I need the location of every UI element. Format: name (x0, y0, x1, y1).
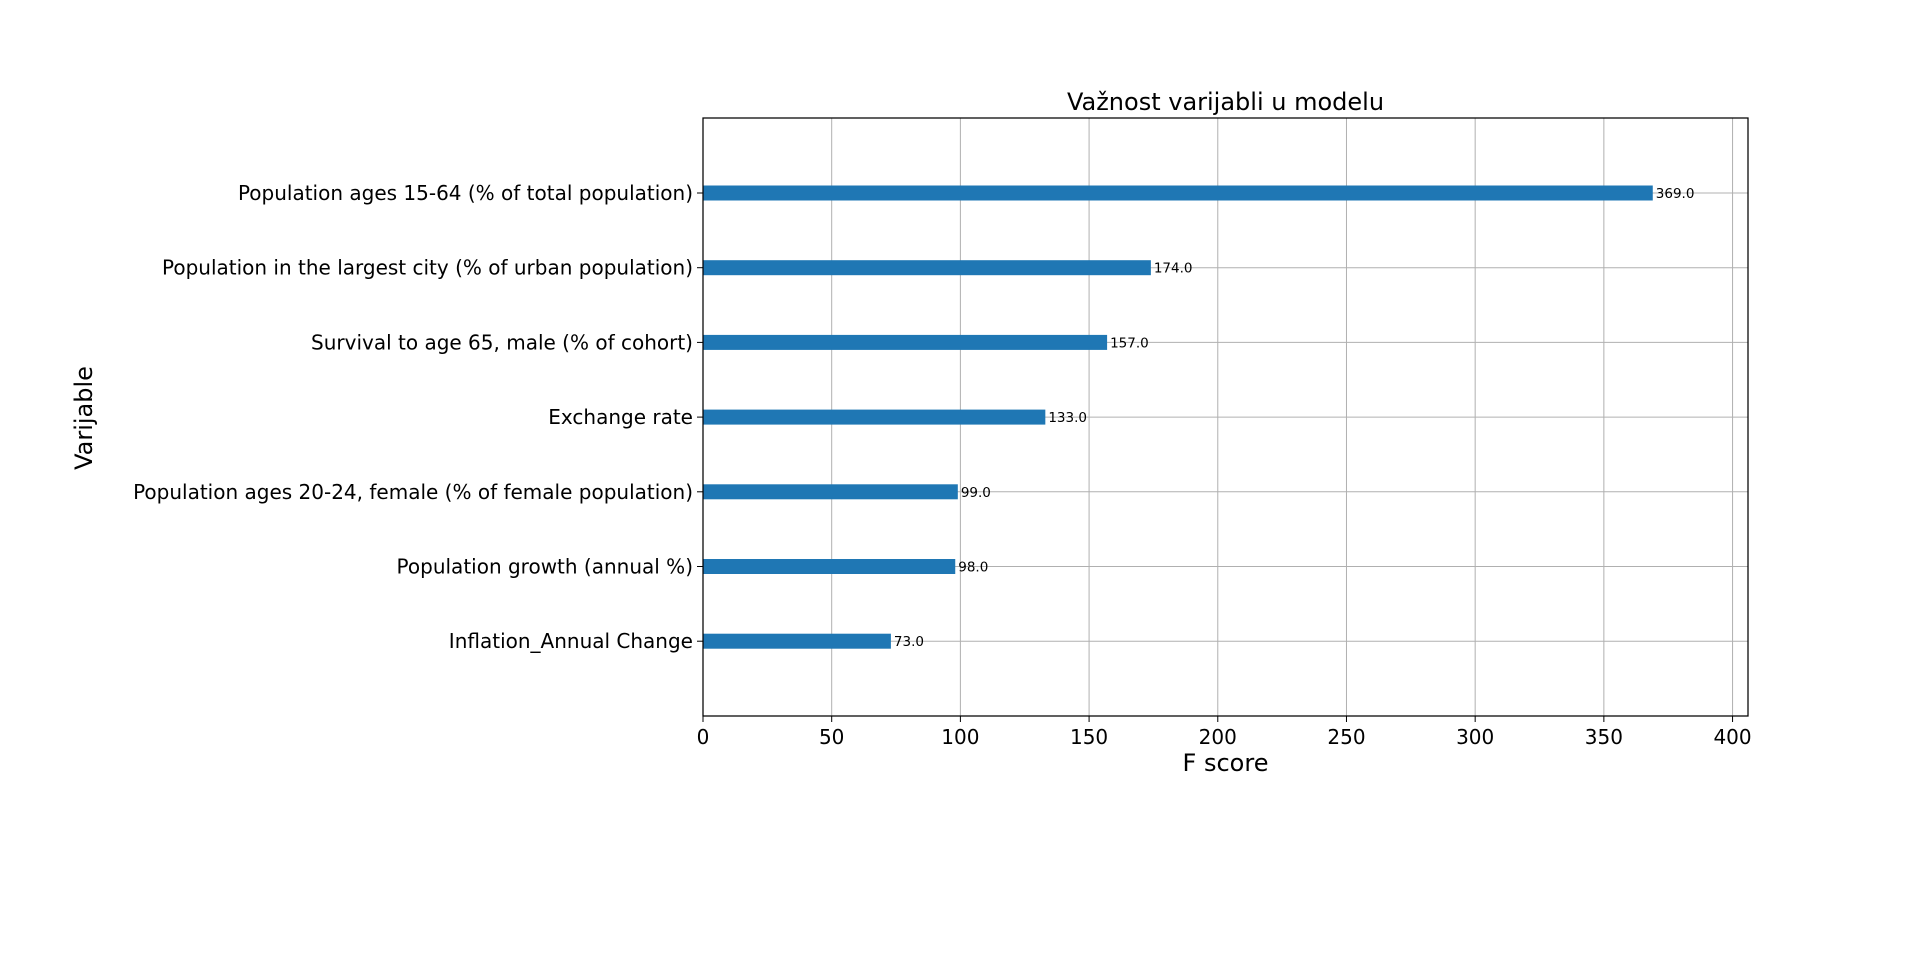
y-tick-label: Inflation_Annual Change (449, 629, 693, 653)
bars (703, 185, 1653, 649)
y-axis-label: Varijable (70, 366, 98, 470)
x-tick-label: 0 (697, 725, 710, 749)
bar-value-label: 98.0 (958, 560, 988, 576)
x-tick-label: 250 (1327, 725, 1365, 749)
x-tick-label: 400 (1713, 725, 1751, 749)
y-tick-label: Population in the largest city (% of urb… (162, 256, 693, 280)
x-tick-label: 100 (941, 725, 979, 749)
bar (703, 334, 1108, 350)
bar (703, 185, 1653, 201)
bar-value-label: 99.0 (961, 485, 991, 501)
bar (703, 484, 958, 500)
x-tick-label: 350 (1585, 725, 1623, 749)
bar-value-label: 73.0 (894, 634, 924, 650)
y-tick-label: Population ages 15-64 (% of total popula… (238, 181, 693, 205)
axis-ticks: 0 50 100 150 200 250 300 350 400 Population ages … (133, 181, 1752, 749)
bar-value-label: 369.0 (1656, 186, 1695, 202)
y-tick-label: Exchange rate (548, 405, 693, 429)
bar (703, 633, 891, 649)
bar-value-label: 174.0 (1154, 261, 1193, 277)
x-tick-label: 150 (1070, 725, 1108, 749)
x-tick-label: 200 (1199, 725, 1237, 749)
y-tick-label: Population growth (annual %) (397, 555, 693, 579)
bar (703, 559, 956, 574)
bar-value-label: 133.0 (1048, 410, 1087, 426)
chart-title: Važnost varijabli u modelu (1067, 88, 1384, 116)
x-axis-label: F score (1183, 749, 1269, 777)
x-tick-label: 50 (819, 725, 844, 749)
bar (703, 260, 1151, 276)
bar-value-label: 157.0 (1110, 335, 1149, 351)
bar (703, 409, 1046, 425)
y-tick-label: Population ages 20-24, female (% of fema… (133, 480, 693, 504)
y-tick-label: Survival to age 65, male (% of cohort) (311, 330, 693, 354)
x-tick-label: 300 (1456, 725, 1494, 749)
